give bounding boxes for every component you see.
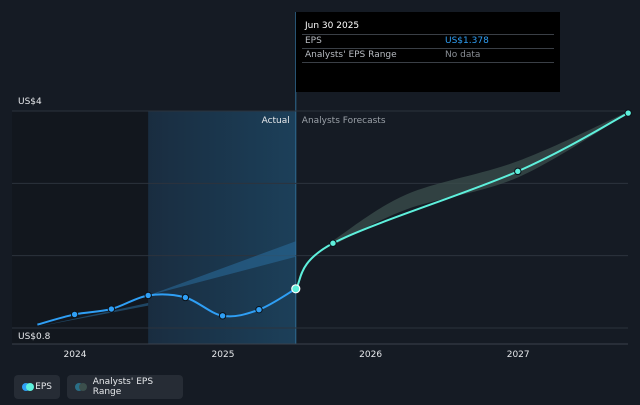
tooltip-eps-value: US$1.378	[445, 36, 489, 46]
x-tick-label: 2025	[212, 350, 235, 360]
eps-legend-icon	[22, 383, 34, 391]
y-axis-bottom-label: US$0.8	[18, 332, 51, 342]
past-region	[12, 111, 149, 344]
tooltip-eps-row: EPS US$1.378	[302, 34, 554, 48]
tooltip-date: Jun 30 2025	[305, 21, 360, 31]
eps-range-band	[332, 111, 629, 246]
hover-tooltip: Jun 30 2025 EPS US$1.378 Analysts' EPS R…	[296, 12, 560, 92]
actual-eps-point	[218, 312, 227, 320]
actual-eps-point	[181, 293, 190, 302]
y-axis-top-label: US$4	[18, 97, 42, 107]
forecast-label: Analysts Forecasts	[302, 116, 386, 126]
forecast-eps-point	[329, 239, 337, 247]
actual-eps-point	[144, 291, 152, 300]
forecast-eps-line	[294, 112, 629, 290]
actual-label: Actual	[262, 116, 290, 126]
legend-eps[interactable]: EPS	[14, 375, 60, 399]
forecast-eps-point	[514, 167, 522, 176]
actual-eps-point	[291, 284, 301, 294]
tooltip-range-value: No data	[445, 50, 481, 60]
legend-eps-label: EPS	[35, 382, 52, 392]
tooltip-range-label: Analysts' EPS Range	[305, 50, 397, 60]
legend-eps-range[interactable]: Analysts' EPS Range	[67, 375, 183, 399]
actual-eps-point	[255, 305, 263, 314]
x-tick-label: 2026	[359, 350, 382, 360]
historical-forecast-wedge	[148, 241, 296, 296]
historical-forecast-wedge	[37, 302, 149, 327]
actual-eps-point	[70, 310, 79, 319]
forecast-eps-point	[624, 109, 632, 117]
tooltip-range-row: Analysts' EPS Range No data	[302, 48, 554, 63]
x-tick-label: 2027	[507, 350, 530, 360]
legend-range-label: Analysts' EPS Range	[92, 377, 154, 397]
actual-eps-point	[107, 305, 116, 313]
x-tick-label: 2024	[64, 350, 87, 360]
tooltip-eps-label: EPS	[305, 36, 322, 46]
range-legend-icon	[75, 383, 87, 391]
actual-region	[148, 111, 296, 344]
